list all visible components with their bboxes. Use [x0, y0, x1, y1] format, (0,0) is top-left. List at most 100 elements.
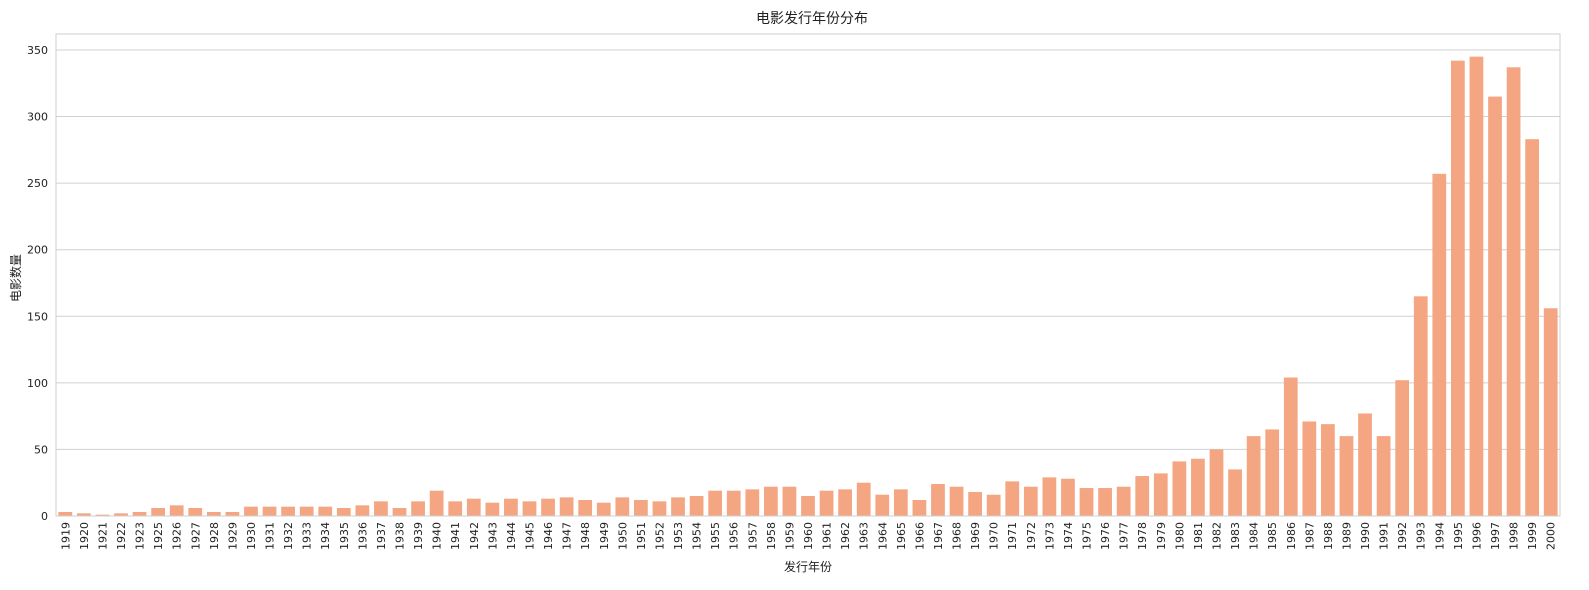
bar-1932: [281, 506, 295, 516]
x-tick-label: 1975: [1081, 522, 1094, 550]
x-tick-label: 1995: [1452, 522, 1465, 550]
bar-1991: [1376, 436, 1391, 516]
x-tick-label: 1928: [208, 522, 221, 550]
bar-1979: [1153, 473, 1168, 516]
x-tick-label: 1938: [394, 522, 407, 550]
y-axis-ticks: 0 50 100 150 200 250 300 350: [27, 44, 48, 523]
x-tick-label: 1951: [635, 522, 648, 550]
bar-1933: [299, 506, 314, 516]
bar-1925: [151, 508, 165, 516]
bar-1964: [875, 494, 890, 516]
x-tick-label: 1937: [375, 522, 388, 550]
x-tick-label: 1988: [1322, 522, 1335, 550]
y-tick-label: 300: [27, 111, 48, 124]
chart-title: 电影发行年份分布: [756, 11, 868, 27]
x-tick-label: 1920: [78, 522, 91, 550]
x-tick-label: 1941: [449, 522, 462, 550]
bar-1939: [411, 501, 425, 516]
x-tick-label: 1967: [932, 522, 945, 550]
bar-1952: [652, 501, 667, 516]
bar-1953: [671, 497, 685, 516]
plot-frame: [55, 33, 1561, 517]
x-tick-label: 1926: [171, 522, 184, 550]
x-tick-label: 1925: [152, 522, 165, 550]
x-tick-label: 1919: [59, 522, 72, 550]
x-tick-label: 1993: [1415, 522, 1428, 550]
x-tick-label: 1969: [969, 522, 982, 550]
bar-1968: [949, 486, 964, 516]
x-tick-label: 1952: [653, 522, 666, 550]
x-tick-label: 1922: [115, 522, 128, 550]
bar-1967: [931, 484, 945, 516]
bar-1943: [485, 502, 500, 516]
bar-1972: [1023, 486, 1038, 516]
x-tick-label: 1987: [1303, 522, 1316, 550]
x-tick-label: 1974: [1062, 522, 1075, 550]
bar-1937: [374, 501, 388, 516]
x-axis-label: 发行年份: [784, 559, 832, 574]
bar-1919: [58, 512, 73, 516]
x-tick-label: 1936: [356, 522, 369, 550]
bar-1997: [1488, 96, 1502, 516]
x-tick-label: 1989: [1340, 522, 1353, 550]
bar-1998: [1506, 67, 1521, 516]
x-tick-label: 1980: [1173, 522, 1186, 550]
x-tick-label: 1960: [802, 522, 815, 550]
bar-1921: [95, 514, 110, 516]
x-tick-label: 1930: [245, 522, 258, 550]
bar-1923: [132, 512, 147, 516]
y-tick-label: 350: [27, 44, 48, 57]
bar-1966: [912, 500, 927, 516]
x-tick-label: 1934: [319, 522, 332, 550]
bar-1995: [1451, 60, 1465, 517]
x-tick-label: 1942: [468, 522, 481, 550]
x-tick-label: 1950: [616, 522, 629, 550]
x-tick-label: 1991: [1378, 522, 1391, 550]
x-tick-label: 1981: [1192, 522, 1205, 550]
bar-1948: [578, 500, 593, 516]
x-tick-label: 1933: [301, 522, 314, 550]
x-tick-label: 1992: [1396, 522, 1409, 550]
x-tick-label: 1948: [579, 522, 592, 550]
x-tick-label: 1931: [264, 522, 277, 550]
bar-1942: [466, 498, 481, 516]
bar-1963: [856, 482, 871, 516]
x-tick-label: 1973: [1043, 522, 1056, 550]
x-tick-label: 2000: [1545, 522, 1558, 550]
x-tick-label: 1929: [226, 522, 239, 550]
bar-1992: [1395, 380, 1410, 516]
x-tick-label: 1945: [523, 522, 536, 550]
bar-1961: [819, 490, 834, 516]
x-tick-label: 1972: [1025, 522, 1038, 550]
bar-1938: [392, 508, 407, 516]
x-tick-label: 1943: [486, 522, 499, 550]
bar-1965: [893, 489, 908, 516]
x-tick-label: 1982: [1210, 522, 1223, 550]
bar-1962: [838, 489, 853, 516]
x-tick-label: 1923: [134, 522, 147, 550]
x-tick-label: 1953: [672, 522, 685, 550]
bar-1947: [559, 497, 574, 516]
x-tick-label: 1935: [338, 522, 351, 550]
x-tick-label: 1940: [431, 522, 444, 550]
bar-1999: [1525, 139, 1540, 516]
bar-1993: [1413, 296, 1428, 516]
bar-1994: [1432, 173, 1447, 516]
x-tick-label: 1984: [1248, 522, 1261, 550]
bar-1955: [708, 490, 723, 516]
bar-1987: [1302, 421, 1317, 516]
bar-1931: [262, 506, 277, 516]
x-tick-label: 1999: [1526, 522, 1539, 550]
bar-1946: [541, 498, 555, 516]
x-tick-label: 1976: [1099, 522, 1112, 550]
x-tick-label: 1962: [839, 522, 852, 550]
bar-1988: [1321, 424, 1335, 516]
grid-lines: [56, 49, 1560, 517]
x-tick-label: 1978: [1136, 522, 1149, 550]
y-tick-label: 200: [27, 244, 48, 257]
bar-1940: [429, 490, 444, 516]
x-tick-label: 1946: [542, 522, 555, 550]
bar-1960: [801, 496, 815, 516]
